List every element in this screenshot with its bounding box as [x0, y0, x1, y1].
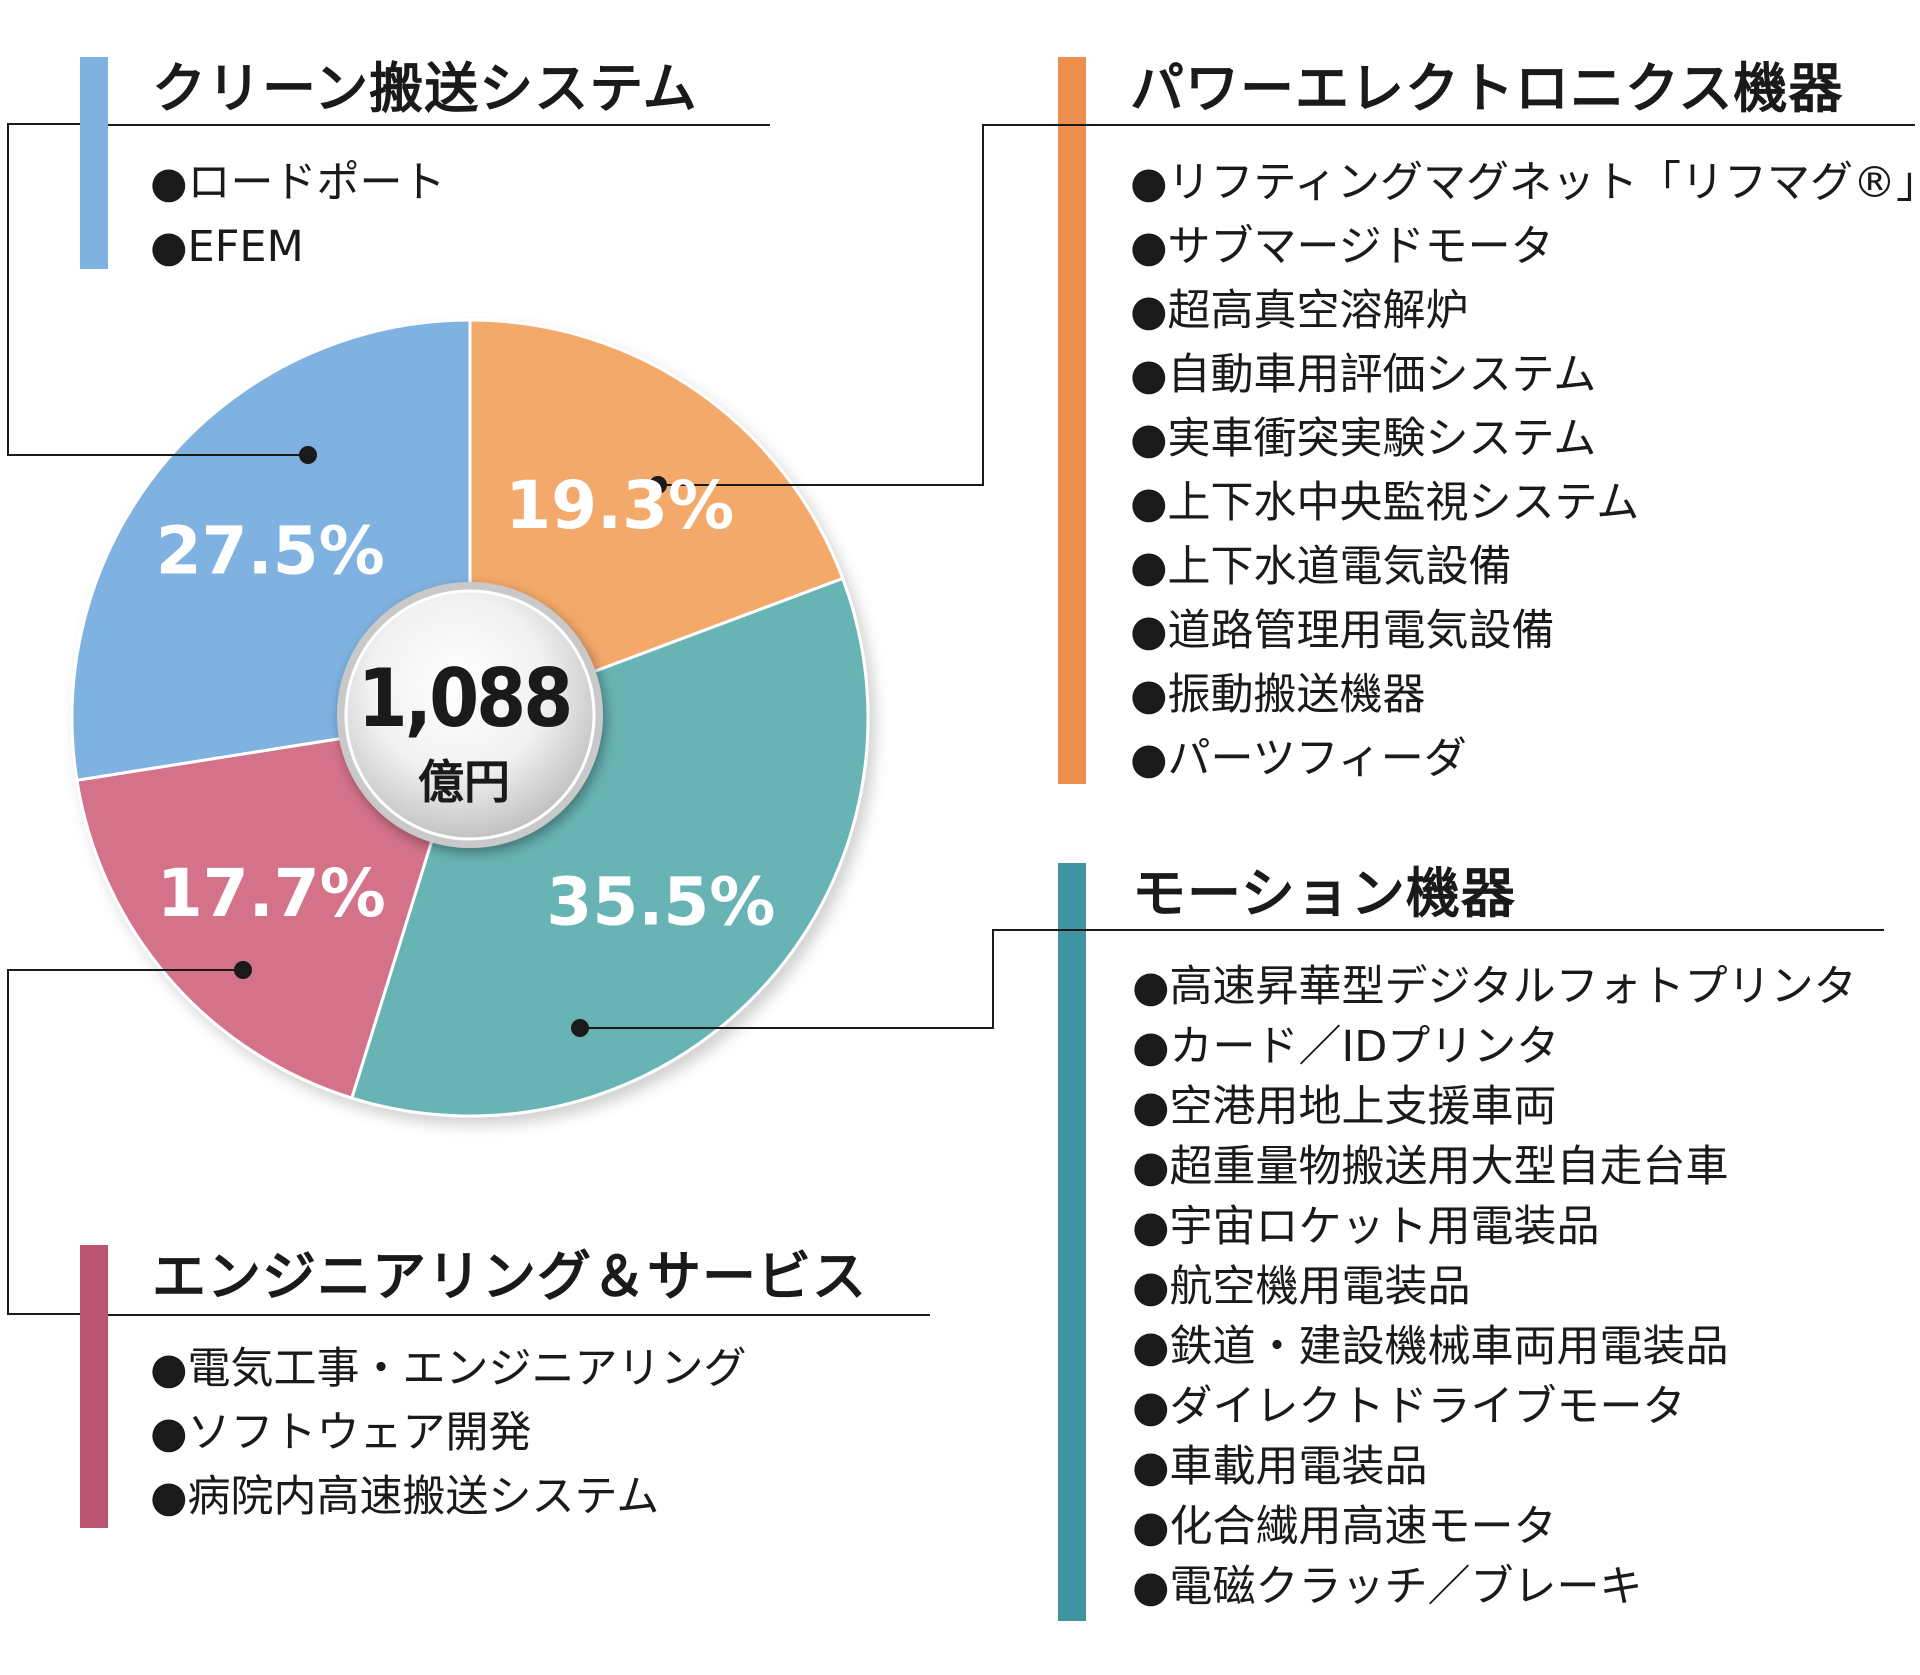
motion-equipment-item: ●宇宙ロケット用電装品 [1132, 1202, 1600, 1252]
slice-percent-label: 17.7% [157, 855, 386, 932]
power-electronics-item: ●リフティングマグネット「リフマグ®」 [1130, 158, 1920, 208]
motion-equipment-items: ●高速昇華型デジタルフォトプリンタ ●カード／IDプリンタ ●空港用地上支援車両… [1132, 966, 1857, 1609]
motion-equipment-item: ●電磁クラッチ／ブレーキ [1132, 1562, 1643, 1612]
power-electronics-items: ●リフティングマグネット「リフマグ®」 ●サブマージドモータ ●超高真空溶解炉 … [1130, 162, 1920, 781]
pie-slice [75, 716, 473, 1100]
clean-transport-title: クリーン搬送システム [152, 57, 698, 120]
leader-dot [299, 446, 317, 464]
slice-percent-label: 19.3% [505, 467, 734, 544]
clean-transport-item: ●ロードポート [150, 158, 446, 208]
leader-line-clean-transport [7, 123, 308, 456]
motion-equipment-item: ●鉄道・建設機械車両用電装品 [1132, 1322, 1729, 1372]
power-electronics-color-bar [1058, 57, 1086, 784]
power-electronics-item: ●サブマージドモータ [1130, 222, 1554, 272]
power-electronics-item: ●超高真空溶解炉 [1130, 286, 1469, 336]
motion-equipment-item: ●ダイレクトドライブモータ [1132, 1382, 1686, 1432]
motion-equipment-item: ●車載用電装品 [1132, 1442, 1428, 1492]
engineering-service-item: ●電気工事・エンジニアリング [150, 1344, 747, 1394]
motion-equipment-item: ●高速昇華型デジタルフォトプリンタ [1132, 962, 1857, 1012]
engineering-service-title: エンジニアリング＆サービス [152, 1245, 867, 1308]
clean-transport-rule [108, 124, 770, 126]
motion-equipment-item: ●化合繊用高速モータ [1132, 1502, 1557, 1552]
engineering-service-items: ●電気工事・エンジニアリング ●ソフトウェア開発 ●病院内高速搬送システム [150, 1348, 747, 1519]
motion-equipment-title: モーション機器 [1132, 862, 1516, 925]
engineering-service-item: ●病院内高速搬送システム [150, 1472, 660, 1522]
leader-line-motion-equipment [580, 929, 994, 1029]
slice-percent-label: 27.5% [156, 512, 385, 589]
pie-slice [468, 318, 845, 721]
leader-line-power-electronics [658, 124, 984, 486]
leader-dot [234, 961, 252, 979]
clean-transport-items: ●ロードポート ●EFEM [150, 162, 446, 269]
motion-equipment-color-bar [1058, 863, 1086, 1621]
engineering-service-rule [108, 1314, 930, 1316]
power-electronics-title: パワーエレクトロニクス機器 [1130, 57, 1844, 120]
power-electronics-item: ●実車衝突実験システム [1130, 414, 1597, 464]
center-total-value: 1,088 [358, 652, 571, 745]
motion-equipment-rule [992, 929, 1884, 931]
slice-percent-label: 35.5% [546, 863, 775, 940]
pie-slice [349, 576, 870, 1118]
power-electronics-item: ●振動搬送機器 [1130, 670, 1426, 720]
clean-transport-item: ●EFEM [150, 222, 304, 272]
leader-dot [649, 476, 667, 494]
leader-line-engineering-service [7, 969, 243, 1315]
leader-lines [7, 123, 994, 1315]
motion-equipment-item: ●航空機用電装品 [1132, 1262, 1471, 1312]
power-electronics-item: ●上下水道電気設備 [1130, 542, 1512, 592]
power-electronics-item: ●パーツフィーダ [1130, 734, 1467, 784]
motion-equipment-item: ●空港用地上支援車両 [1132, 1082, 1557, 1132]
clean-transport-color-bar [80, 57, 108, 269]
engineering-service-item: ●ソフトウェア開発 [150, 1408, 532, 1458]
center-total-unit: 億円 [418, 755, 510, 809]
power-electronics-item: ●道路管理用電気設備 [1130, 606, 1555, 656]
power-electronics-item: ●上下水中央監視システム [1130, 478, 1640, 528]
motion-equipment-item: ●カード／IDプリンタ [1132, 1022, 1560, 1072]
center-total-badge: 1,088 億円 [337, 582, 603, 848]
engineering-service-color-bar [80, 1245, 108, 1528]
leader-dot [571, 1019, 589, 1037]
power-electronics-rule [983, 124, 1915, 126]
percentage-labels: 19.3% 35.5% 17.7% 27.5% [156, 467, 776, 940]
motion-equipment-item: ●超重量物搬送用大型自走台車 [1132, 1142, 1729, 1192]
power-electronics-item: ●自動車用評価システム [1130, 350, 1597, 400]
